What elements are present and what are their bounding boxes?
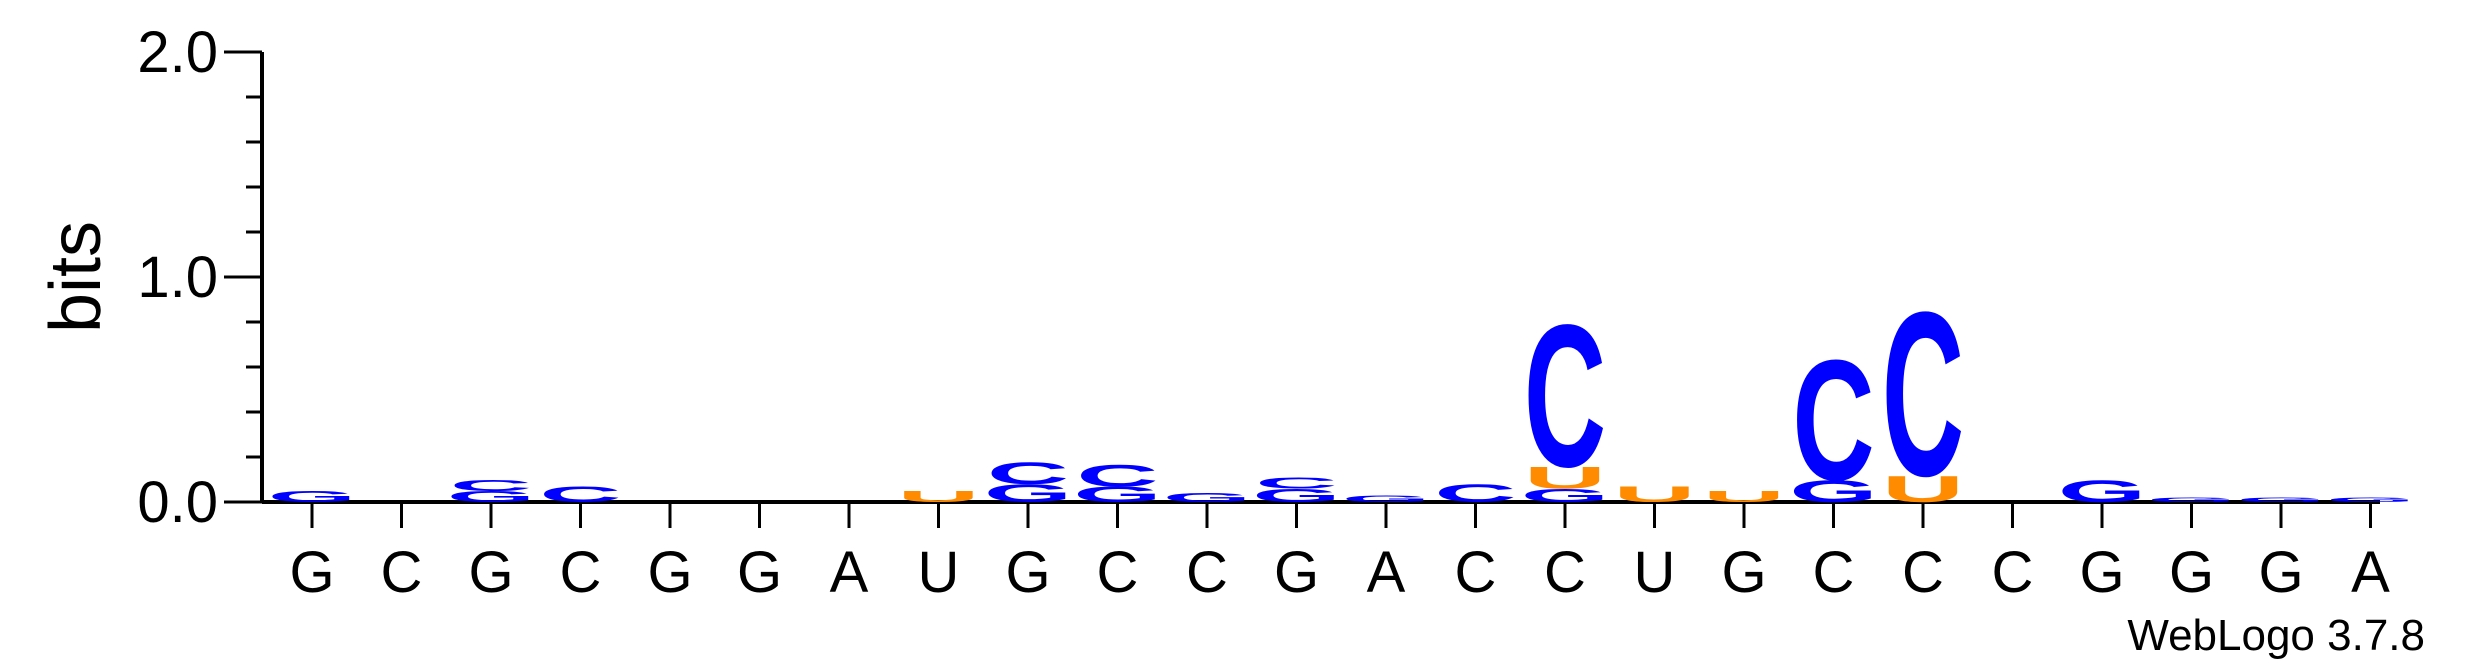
stack-letter: G xyxy=(447,488,536,505)
stack-letter: C xyxy=(1882,264,1964,526)
x-tick-label: G xyxy=(2258,540,2303,605)
y-tick-label: 0.0 xyxy=(137,470,218,535)
x-tick-label: G xyxy=(1005,540,1050,605)
stack-letter: C xyxy=(1255,474,1337,491)
stack-letter: G xyxy=(2058,474,2147,509)
x-tick-label: G xyxy=(1721,540,1766,605)
x-axis xyxy=(262,500,2380,528)
x-tick-label: G xyxy=(2169,540,2214,605)
x-tick-label: A xyxy=(2351,540,2390,605)
stack-letter: U xyxy=(1703,488,1785,505)
x-tick-label: U xyxy=(918,540,960,605)
stack-letter: C xyxy=(1524,282,1606,509)
x-tick-label: G xyxy=(737,540,782,605)
stack-letter: G xyxy=(984,480,1073,508)
stack-letter: G xyxy=(2147,496,2236,503)
stack-letter: U xyxy=(1524,460,1606,495)
x-tick-label: C xyxy=(1455,540,1497,605)
x-tick-label: C xyxy=(381,540,423,605)
stack-letter: C xyxy=(450,477,532,494)
x-tick-label: G xyxy=(289,540,334,605)
stack-letter: G xyxy=(1073,483,1162,507)
stack-letter: G xyxy=(2326,496,2415,503)
stack-letter: G xyxy=(1521,485,1610,506)
y-axis-title: bits xyxy=(36,221,116,333)
x-tick-label: C xyxy=(560,540,602,605)
stack-letter: G xyxy=(1163,491,1252,505)
weblogo-credit: WebLogo 3.7.8 xyxy=(2127,611,2425,660)
stack-letter: C xyxy=(1434,480,1516,508)
stack-letter: U xyxy=(897,488,979,505)
x-tick-label: C xyxy=(1813,540,1855,605)
stack-letter: C xyxy=(1792,324,1874,516)
stack-letter: C xyxy=(539,483,621,507)
stack-letter: U xyxy=(1613,483,1695,507)
x-tick-label: G xyxy=(1274,540,1319,605)
stack-letter: G xyxy=(1342,494,1431,504)
y-tick-label: 2.0 xyxy=(137,20,218,85)
stack-letter: G xyxy=(1789,474,1878,509)
stack-letter: G xyxy=(2237,496,2326,503)
x-tick-label: G xyxy=(2079,540,2124,605)
x-tick-label: C xyxy=(1902,540,1944,605)
y-ticks: 0.0 1.0 2.0 xyxy=(137,20,262,535)
x-tick-label: C xyxy=(1097,540,1139,605)
x-tick-label: C xyxy=(1544,540,1586,605)
stack-letter: U xyxy=(1882,468,1964,510)
stack-letter: C xyxy=(1076,458,1158,493)
stack-letter: G xyxy=(268,488,357,505)
y-tick-label: 1.0 xyxy=(137,245,218,310)
x-tick-label: G xyxy=(647,540,692,605)
x-tick-label: U xyxy=(1634,540,1676,605)
x-tick-label: C xyxy=(1186,540,1228,605)
x-tick-label: G xyxy=(468,540,513,605)
stack-letter: C xyxy=(987,456,1069,491)
x-tick-label: C xyxy=(1992,540,2034,605)
x-tick-label: A xyxy=(1367,540,1406,605)
stack-letter: G xyxy=(1252,485,1341,506)
x-tick-label: A xyxy=(830,540,869,605)
